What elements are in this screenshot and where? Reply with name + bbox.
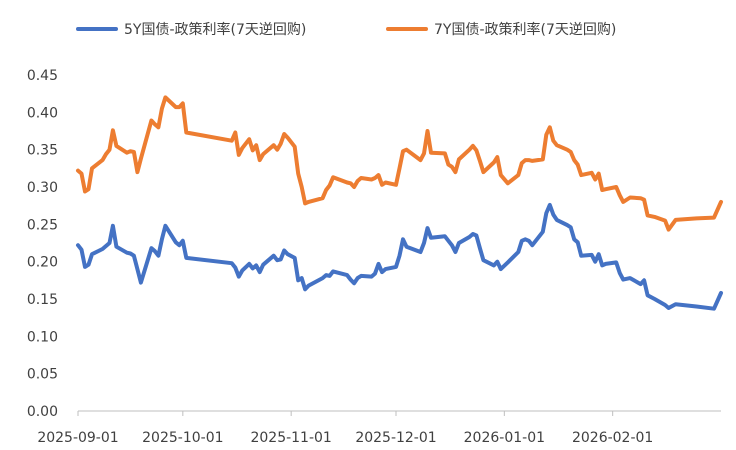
y-tick-label: 0.20 bbox=[27, 255, 58, 271]
x-tick-label: 2025-09-01 bbox=[37, 430, 118, 446]
legend: 5Y国债-政策利率(7天逆回购) 7Y国债-政策利率(7天逆回购) bbox=[0, 16, 736, 42]
legend-item-5y: 5Y国债-政策利率(7天逆回购) bbox=[76, 16, 306, 42]
y-tick-label: 0.15 bbox=[27, 292, 58, 308]
series-layer bbox=[76, 95, 723, 311]
y-tick-label: 0.25 bbox=[27, 217, 58, 233]
y-tick-label: 0.10 bbox=[27, 329, 58, 345]
x-tick-label: 2025-10-01 bbox=[142, 430, 223, 446]
legend-swatch-7y bbox=[386, 27, 428, 31]
x-tick-label: 2026-02-01 bbox=[572, 430, 653, 446]
legend-label-5y: 5Y国债-政策利率(7天逆回购) bbox=[124, 22, 307, 38]
x-tick-label: 2026-01-01 bbox=[464, 430, 545, 446]
x-tick-label: 2025-11-01 bbox=[250, 430, 331, 446]
y-tick-label: 0.40 bbox=[27, 105, 58, 121]
legend-label-7y: 7Y国债-政策利率(7天逆回购) bbox=[434, 22, 617, 38]
x-axis: 2025-09-01 2025-10-01 2025-11-01 2025-12-01… bbox=[37, 410, 721, 446]
y-axis: 0.00 0.05 0.10 0.15 0.20 0.25 0.30 0.35 0.40 0.45 bbox=[27, 68, 58, 420]
series-line-7y bbox=[76, 95, 723, 232]
y-tick-label: 0.35 bbox=[27, 143, 58, 159]
legend-item-7y: 7Y国债-政策利率(7天逆回购) bbox=[386, 16, 616, 42]
y-tick-label: 0.30 bbox=[27, 180, 58, 196]
legend-swatch-5y bbox=[76, 27, 118, 31]
series-line-5y bbox=[76, 202, 723, 311]
y-tick-label: 0.45 bbox=[27, 68, 58, 84]
y-tick-label: 0.05 bbox=[27, 367, 58, 383]
x-tick-label: 2025-12-01 bbox=[355, 430, 436, 446]
y-tick-label: 0.00 bbox=[27, 404, 58, 420]
